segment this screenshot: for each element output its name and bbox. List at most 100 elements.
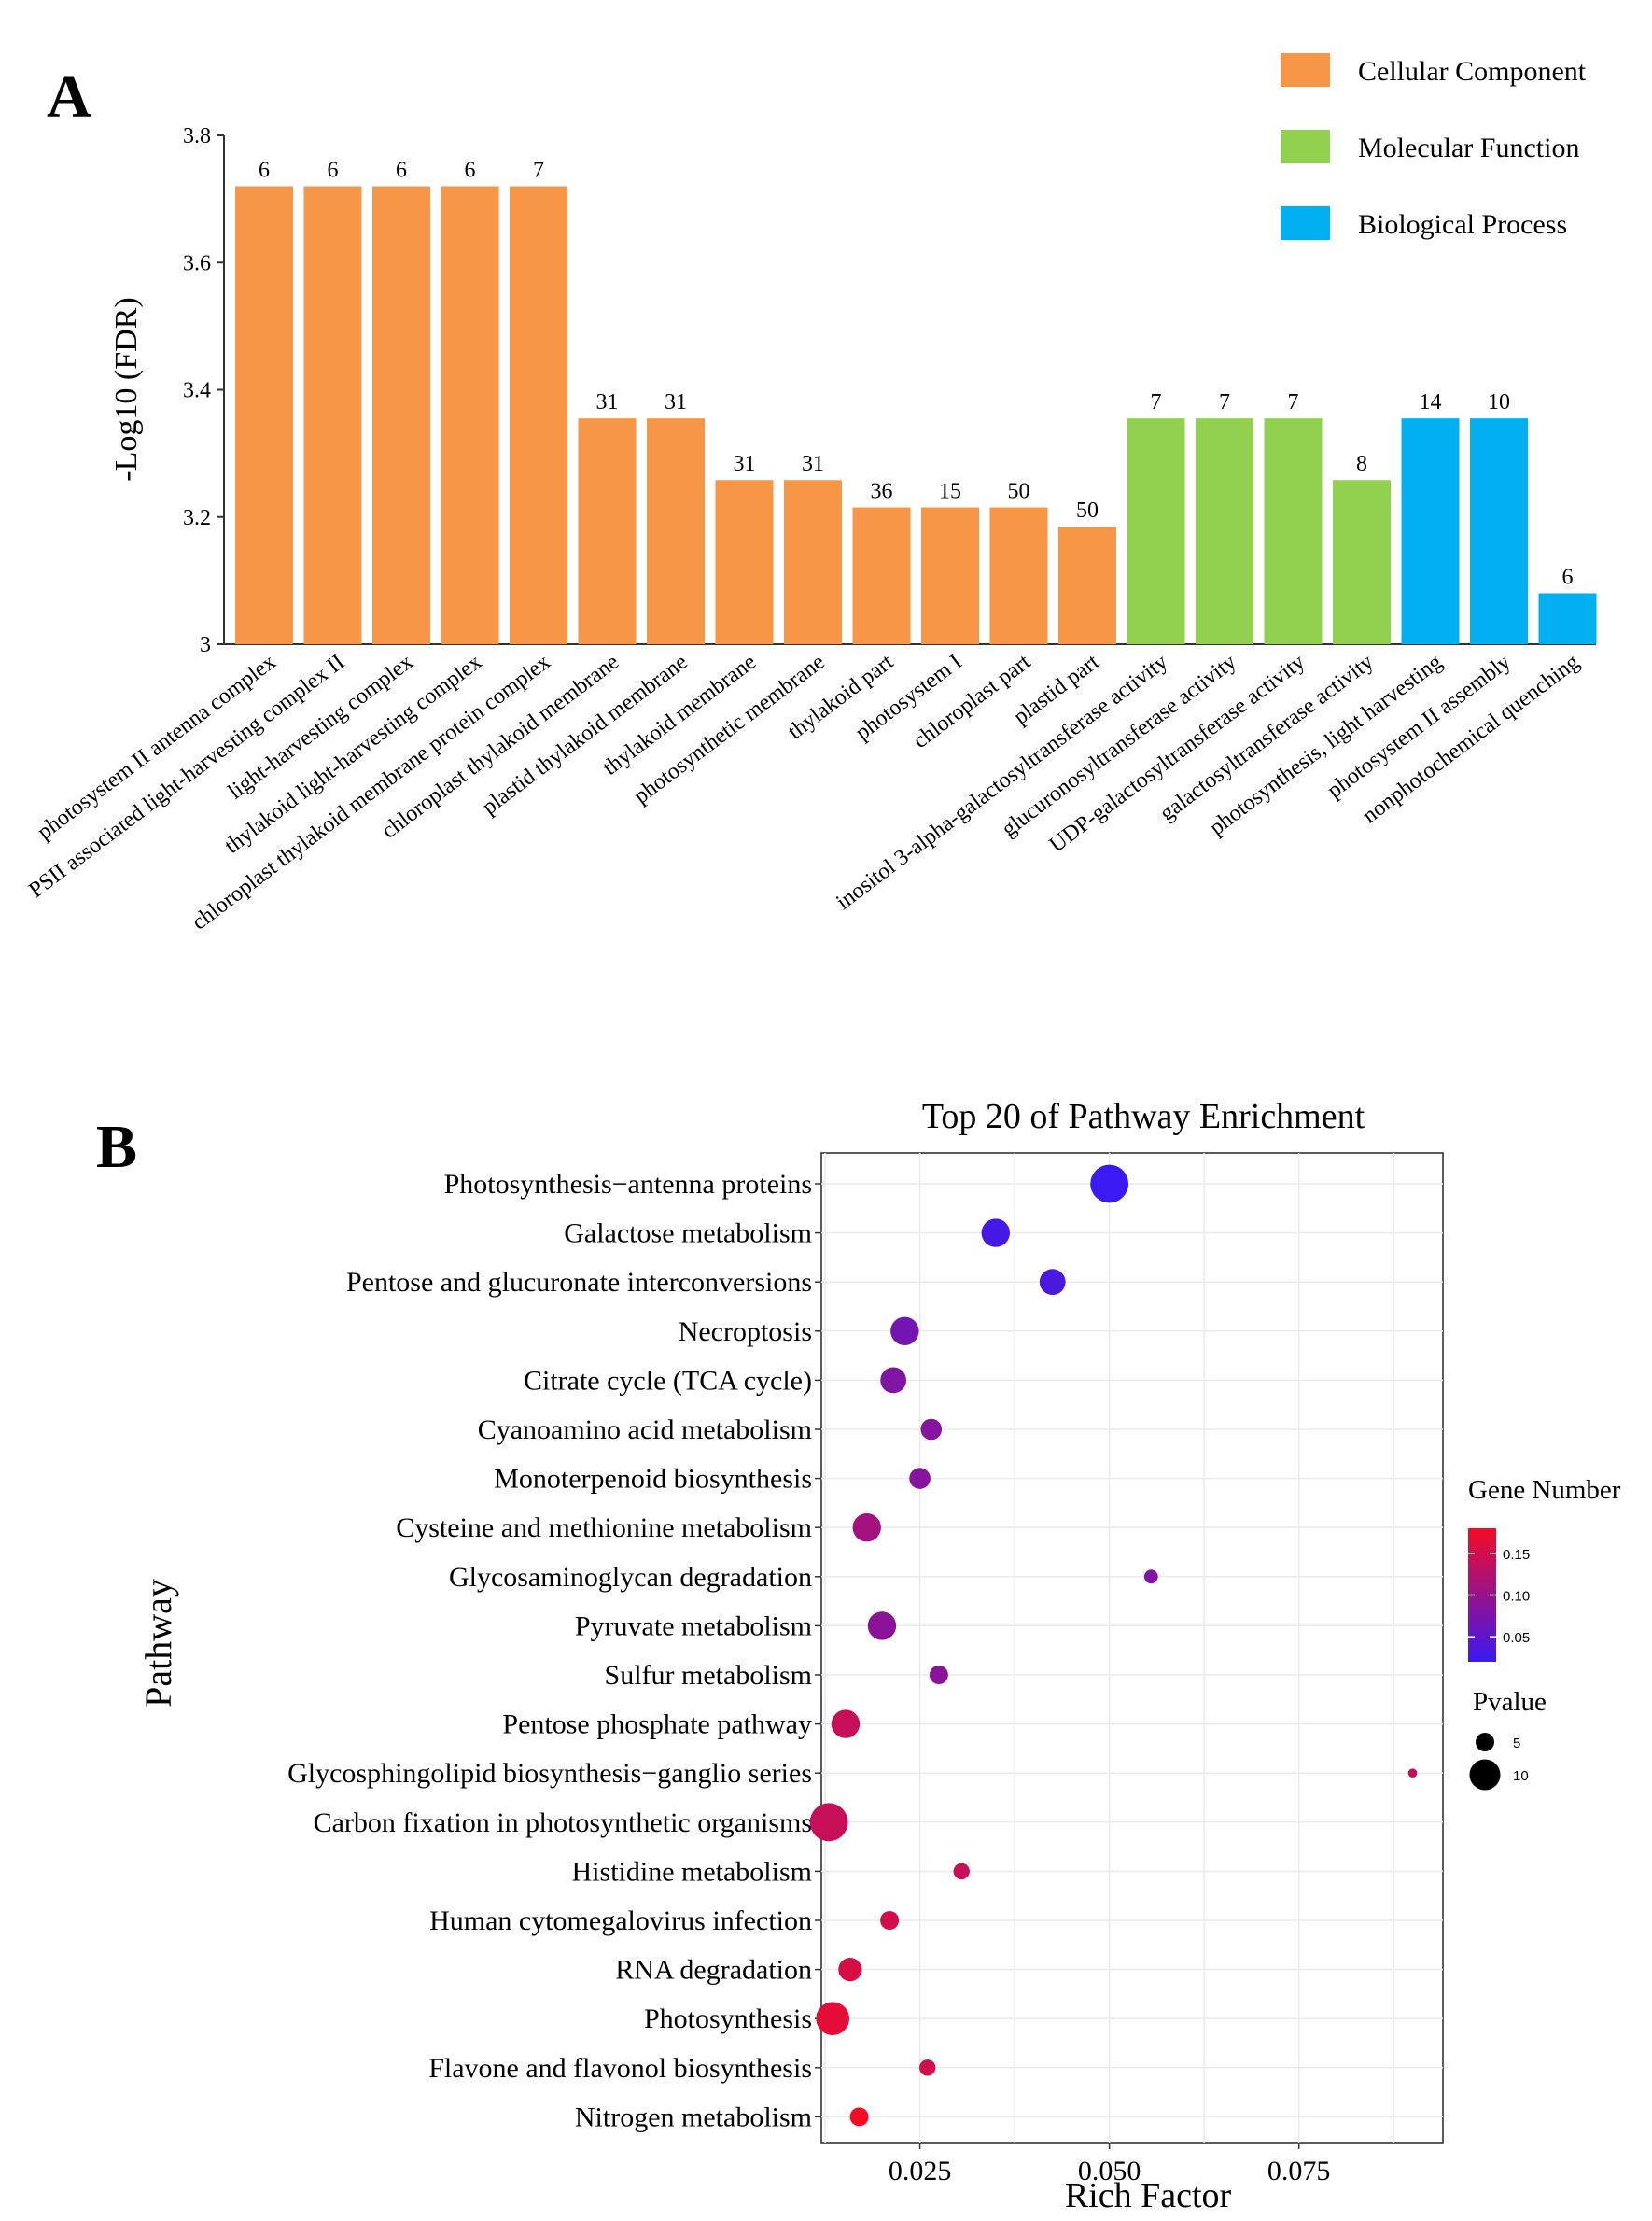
- bar: [1058, 526, 1116, 644]
- bubble-point: [852, 1513, 881, 1542]
- panel-a-label: A: [47, 63, 91, 131]
- pathway-label: Citrate cycle (TCA cycle): [524, 1365, 812, 1396]
- pathway-label: Carbon fixation in photosynthetic organi…: [314, 1807, 812, 1838]
- bubble-x-ticks: 0.025 0.050 0.075: [889, 2143, 1331, 2186]
- bubble-point: [919, 2059, 936, 2076]
- bar: [1470, 418, 1528, 644]
- pathway-label: Histidine metabolism: [572, 1856, 812, 1887]
- pathway-label: Pentose phosphate pathway: [502, 1709, 812, 1740]
- bar-y-tick-label: 3.4: [183, 379, 211, 403]
- bubble-point: [831, 1709, 861, 1738]
- bar: [989, 507, 1048, 644]
- size-legend-label: 5: [1513, 1736, 1520, 1751]
- bubble-point: [809, 1803, 848, 1842]
- colorbar-ticks: 0.15 0.10 0.05: [1468, 1547, 1530, 1646]
- bar: [647, 418, 705, 644]
- panel-b-label: B: [96, 1113, 137, 1181]
- bubble-x-axis-title: Rich Factor: [1065, 2176, 1232, 2215]
- pathway-label: Nitrogen metabolism: [575, 2102, 812, 2132]
- bar-y-tick-label: 3.2: [183, 506, 211, 530]
- bar: [852, 507, 911, 644]
- bar-y-axis-title: -Log10 (FDR): [109, 297, 144, 481]
- pathway-label: Human cytomegalovirus infection: [429, 1905, 812, 1936]
- bar-legend-swatch: [1281, 206, 1330, 240]
- bar: [1333, 480, 1391, 644]
- bubble-point: [920, 1418, 943, 1441]
- pathway-label: Flavone and flavonol biosynthesis: [428, 2053, 812, 2084]
- bar-category-label: chloroplast part: [909, 650, 1036, 753]
- bar-value-label: 6: [465, 159, 476, 183]
- pathway-label: Monoterpenoid biosynthesis: [494, 1464, 812, 1495]
- bar-value-label: 6: [396, 159, 407, 183]
- bar-value-label: 31: [734, 452, 756, 476]
- bubble-point: [838, 1958, 862, 1982]
- bubble-point: [1143, 1569, 1158, 1584]
- bubble-point: [880, 1367, 907, 1394]
- bubble-points: [809, 1164, 1418, 2127]
- bar-value-label: 31: [596, 390, 619, 415]
- bar-value-label: 10: [1488, 390, 1510, 415]
- size-legend-dot: [1469, 1759, 1501, 1791]
- bar: [1127, 418, 1185, 644]
- bar-value-label: 31: [802, 452, 824, 476]
- colorbar-title: Gene Number: [1468, 1475, 1621, 1505]
- go-enrichment-bar-chart: 3 3.2 3.4 3.6 3.8 -Log10 (FDR) 6photosystem …: [24, 53, 1597, 935]
- bar: [1196, 418, 1253, 644]
- bar-legend-label: Molecular Function: [1358, 133, 1579, 163]
- bar-legend: Cellular Component Molecular Function Biol…: [1281, 53, 1587, 240]
- size-legend-label: 10: [1513, 1768, 1529, 1784]
- colorbar-tick-label: 0.15: [1503, 1547, 1530, 1563]
- bubble-point: [953, 1863, 970, 1880]
- pathway-label: Pyruvate metabolism: [575, 1610, 812, 1641]
- bubble-point: [890, 1316, 919, 1346]
- bubble-grid: [821, 1153, 1443, 2143]
- bubble-pathway-labels: Photosynthesis−antenna proteins Galactose…: [287, 1169, 821, 2132]
- pathway-label: Necroptosis: [679, 1316, 812, 1347]
- pathway-label: Sulfur metabolism: [605, 1660, 812, 1691]
- bubble-point: [909, 1468, 931, 1489]
- bar: [578, 418, 637, 644]
- pathway-label: Photosynthesis: [644, 2003, 812, 2034]
- bubble-y-axis-title: Pathway: [137, 1579, 179, 1708]
- bar-legend-label: Cellular Component: [1358, 56, 1587, 87]
- pathway-label: Glycosaminoglycan degradation: [449, 1562, 812, 1593]
- bar-y-tick-label: 3.8: [183, 124, 211, 148]
- bubble-point: [849, 2107, 869, 2127]
- bubble-point: [867, 1611, 897, 1640]
- bar-value-label: 36: [871, 480, 893, 504]
- bar-value-label: 15: [939, 480, 961, 504]
- bar-legend-label: Biological Process: [1358, 209, 1567, 240]
- pathway-enrichment-bubble-chart: Top 20 of Pathway Enrichment Photosynthe…: [137, 1097, 1621, 2215]
- bar-legend-swatch: [1281, 53, 1330, 87]
- bar: [1264, 418, 1323, 644]
- bar-category-label: PSII associated light-harvesting complex…: [24, 650, 349, 903]
- bubble-x-tick-label: 0.050: [1078, 2156, 1141, 2186]
- bar-value-label: 14: [1420, 390, 1442, 415]
- bubble-x-tick-label: 0.075: [1267, 2156, 1331, 2186]
- bubble-point: [1090, 1164, 1129, 1203]
- pathway-label: RNA degradation: [615, 1955, 812, 1986]
- pathway-label: Glycosphingolipid biosynthesis−ganglio s…: [287, 1758, 812, 1789]
- bar: [715, 480, 774, 644]
- bar-value-label: 50: [1008, 480, 1030, 504]
- bubble-point: [929, 1666, 948, 1684]
- bubble-x-tick-label: 0.025: [889, 2156, 952, 2186]
- bubble-legends: Gene Number 0.15 0.10 0.05 Pvalue 5 10: [1468, 1475, 1621, 1791]
- bubble-point: [816, 2002, 849, 2035]
- pathway-label: Cyanoamino acid metabolism: [478, 1414, 812, 1445]
- colorbar-tick-label: 0.05: [1503, 1630, 1530, 1646]
- bubble-chart-title: Top 20 of Pathway Enrichment: [922, 1097, 1365, 1136]
- bar-value-label: 6: [1562, 566, 1574, 590]
- bar-value-label: 50: [1076, 499, 1099, 523]
- bar: [372, 186, 430, 644]
- bar-value-label: 7: [533, 159, 544, 183]
- pathway-label: Photosynthesis−antenna proteins: [444, 1169, 812, 1200]
- bar: [1401, 418, 1460, 644]
- bar: [441, 186, 499, 644]
- bar-y-tick-label: 3.6: [183, 251, 211, 275]
- pathway-label: Pentose and glucuronate interconversions: [346, 1267, 812, 1298]
- size-legend-items: 5 10: [1469, 1733, 1529, 1791]
- bar-y-tick-label: 3: [200, 633, 211, 657]
- bubble-point: [1039, 1269, 1066, 1296]
